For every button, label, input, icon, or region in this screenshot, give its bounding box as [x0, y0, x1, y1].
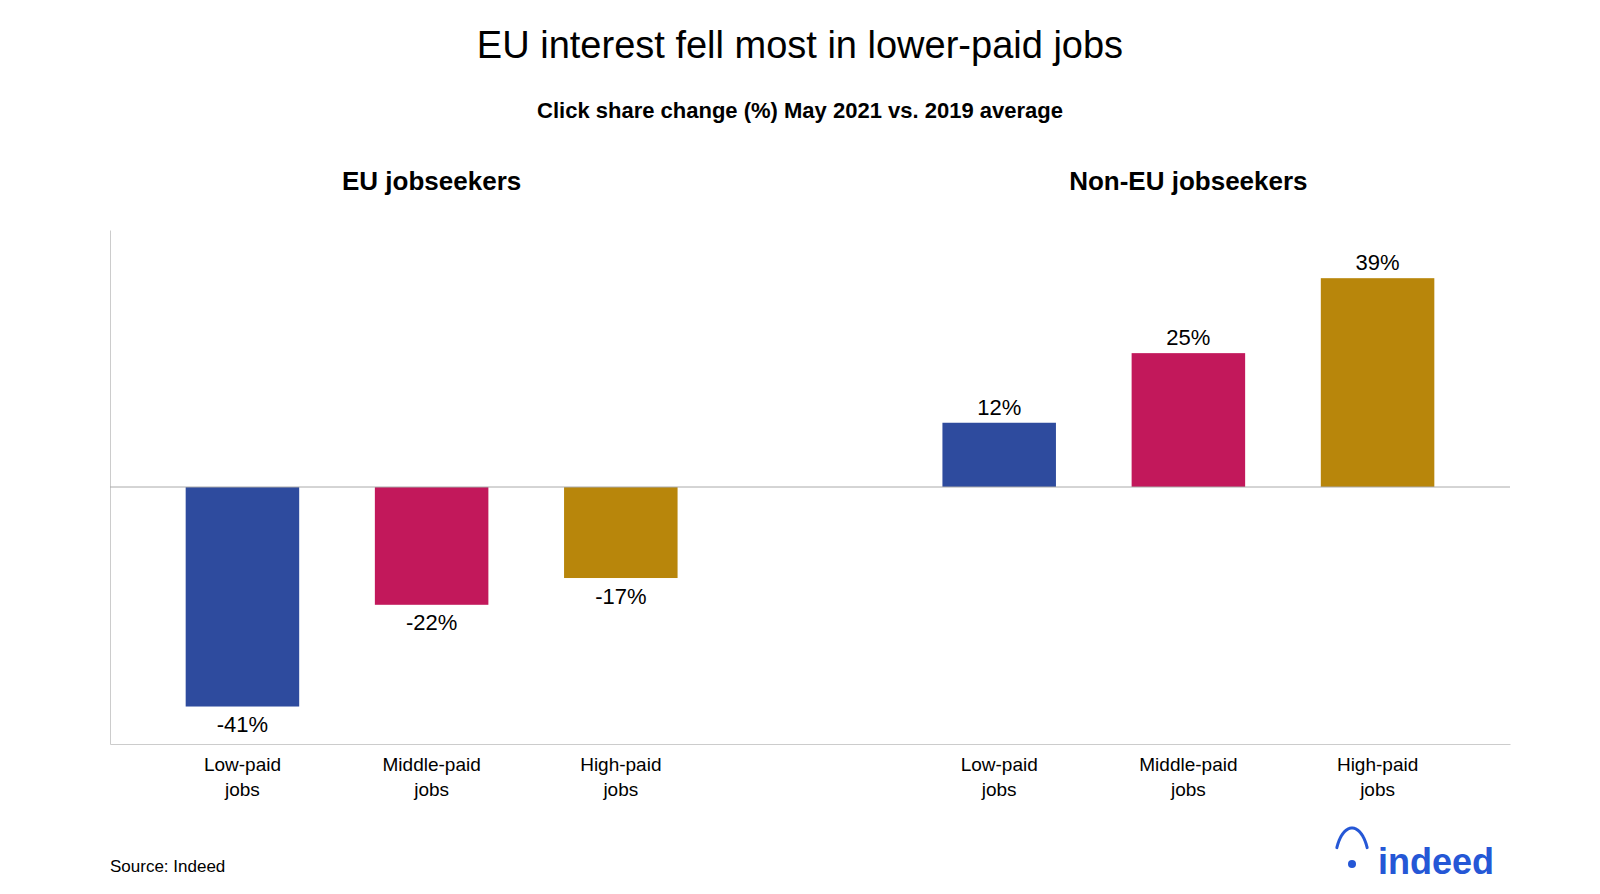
x-tick-label: Low-paid jobs	[204, 754, 281, 800]
logo-arc	[1337, 828, 1367, 848]
x-tick-label-line: Low-paid	[204, 754, 281, 775]
x-tick-label-line: High-paid	[580, 754, 661, 775]
x-tick-label: Low-paid jobs	[961, 754, 1038, 800]
bar	[942, 423, 1056, 487]
logo-text: indeed	[1378, 841, 1494, 882]
x-axis: Low-paid jobs Middle-paid jobs High-paid jobs…	[111, 744, 1511, 800]
chart: EU jobseekers Non-EU jobseekers Low-paid jo…	[0, 0, 1600, 894]
bar	[1321, 278, 1435, 487]
data-label: -22%	[406, 610, 457, 635]
x-tick: Low-paid jobs	[961, 744, 1038, 800]
subtitle: Click share change (%) May 2021 vs. 2019…	[537, 98, 1063, 123]
x-tick-label: Middle-paid jobs	[383, 754, 481, 800]
title: EU interest fell most in lower-paid jobs	[477, 24, 1123, 66]
logo: indeed	[1337, 828, 1494, 882]
bar	[375, 487, 489, 605]
x-tick-label-line: Middle-paid	[1139, 754, 1237, 775]
data-label: 25%	[1166, 325, 1210, 350]
logo-dot	[1348, 860, 1356, 868]
x-tick: Middle-paid jobs	[1139, 744, 1237, 800]
x-tick-label: Middle-paid jobs	[1139, 754, 1237, 800]
zero-line	[110, 487, 1510, 488]
x-tick-label-line: jobs	[413, 779, 449, 800]
data-labels: -41% -22% -17% 12% 25% 39%	[217, 250, 1400, 737]
bar	[1132, 353, 1246, 487]
plot: EU jobseekers Non-EU jobseekers Low-paid jo…	[110, 166, 1511, 800]
x-tick: Middle-paid jobs	[383, 744, 481, 800]
data-label: 39%	[1356, 250, 1400, 275]
x-tick-label-line: Low-paid	[961, 754, 1038, 775]
bar	[186, 487, 300, 707]
bars	[186, 278, 1435, 706]
x-tick: High-paid jobs	[1337, 744, 1418, 800]
x-tick-label-line: jobs	[602, 779, 638, 800]
data-label: -17%	[595, 584, 646, 609]
x-tick-label: High-paid jobs	[1337, 754, 1418, 800]
source: Source: Indeed	[110, 857, 225, 876]
x-tick-label-line: jobs	[224, 779, 260, 800]
x-tick-label-line: jobs	[981, 779, 1017, 800]
data-label: 12%	[977, 395, 1021, 420]
x-tick: Low-paid jobs	[204, 744, 281, 800]
x-tick-label-line: High-paid	[1337, 754, 1418, 775]
bar	[564, 487, 678, 578]
x-tick-label-line: Middle-paid	[383, 754, 481, 775]
x-tick-label: High-paid jobs	[580, 754, 661, 800]
group-label: EU jobseekers	[342, 166, 521, 196]
x-tick-label-line: jobs	[1359, 779, 1395, 800]
group-label: Non-EU jobseekers	[1069, 166, 1307, 196]
x-tick-label-line: jobs	[1170, 779, 1206, 800]
data-label: -41%	[217, 712, 268, 737]
x-axis-line	[111, 744, 1511, 745]
x-tick: High-paid jobs	[580, 744, 661, 800]
